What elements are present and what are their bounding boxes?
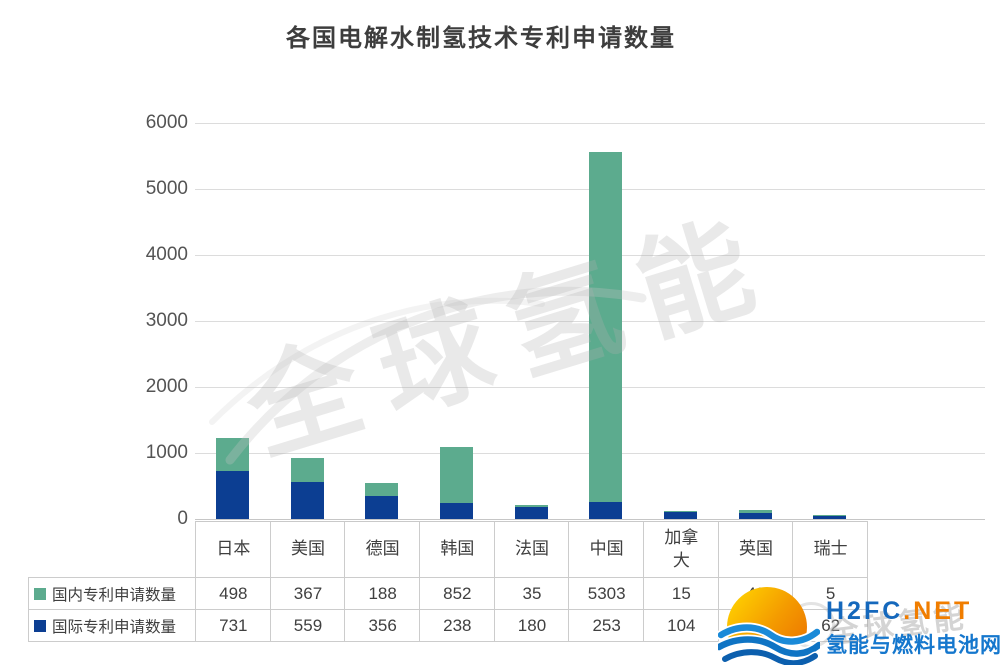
category-cell: 加拿大 xyxy=(643,521,719,577)
category-cell: 英国 xyxy=(717,521,794,577)
logo-tagline: 氢能与燃料电池网 xyxy=(826,634,1000,657)
table-bottom-border xyxy=(28,641,868,642)
legend-label: 国内专利申请数量 xyxy=(52,586,177,604)
gridline xyxy=(195,123,985,124)
logo-brand-suffix: .NET xyxy=(903,597,973,625)
logo-text-block: H2FC.NET 氢能与燃料电池网 xyxy=(826,597,1000,666)
watermark-text: 全球氢能 xyxy=(232,196,790,476)
value-cell: 180 xyxy=(493,609,570,641)
sun-waves-icon xyxy=(718,587,820,665)
bar-segment xyxy=(439,447,473,504)
value-cell: 852 xyxy=(419,577,495,609)
legend-label: 国际专利申请数量 xyxy=(52,618,177,636)
y-axis-tick-label: 5000 xyxy=(145,178,188,199)
category-label: 美国 xyxy=(290,539,325,559)
y-axis-tick-label: 1000 xyxy=(145,442,188,463)
value-cell: 559 xyxy=(269,609,346,641)
value-cell: 238 xyxy=(419,609,495,641)
category-label: 日本 xyxy=(216,539,251,559)
legend-row-header: 国内专利申请数量 xyxy=(28,577,196,609)
table-right-border xyxy=(867,521,868,641)
category-cell: 美国 xyxy=(269,521,346,577)
category-label: 中国 xyxy=(589,539,624,559)
category-label: 德国 xyxy=(365,539,400,559)
value-cell: 731 xyxy=(195,609,271,641)
value-cell: 35 xyxy=(493,577,570,609)
value-cell: 5303 xyxy=(568,577,644,609)
category-label: 法国 xyxy=(514,539,549,559)
bar-segment xyxy=(514,507,548,519)
logo-brand: H2FC xyxy=(826,597,904,625)
bar-segment xyxy=(290,482,324,519)
category-cell: 日本 xyxy=(195,521,271,577)
bar-segment xyxy=(589,152,623,503)
category-label: 韩国 xyxy=(440,539,475,559)
y-axis-tick-label: 0 xyxy=(177,508,188,529)
value-cell: 104 xyxy=(643,609,719,641)
y-axis-tick-label: 4000 xyxy=(145,244,188,265)
category-cell: 德国 xyxy=(344,521,420,577)
chart-title: 各国电解水制氢技术专利申请数量 xyxy=(286,25,676,52)
bar-segment xyxy=(439,503,473,519)
bar-segment xyxy=(215,437,249,471)
y-axis-tick-label: 2000 xyxy=(145,376,188,397)
category-label: 英国 xyxy=(738,539,773,559)
bar-segment xyxy=(365,495,399,519)
bar-segment xyxy=(290,457,324,483)
bar-segment xyxy=(663,512,697,519)
category-label: 瑞士 xyxy=(813,539,848,559)
value-cell: 188 xyxy=(344,577,420,609)
bar-segment xyxy=(738,512,772,519)
value-cell: 498 xyxy=(195,577,271,609)
bar-segment xyxy=(813,514,847,516)
value-cell: 15 xyxy=(643,577,719,609)
bar-segment xyxy=(514,504,548,508)
legend-color-swatch xyxy=(34,619,46,632)
y-axis-tick-label: 3000 xyxy=(145,310,188,331)
category-cell: 中国 xyxy=(568,521,644,577)
y-axis-tick-label: 6000 xyxy=(145,112,188,133)
category-cell: 瑞士 xyxy=(792,521,868,577)
category-cell: 韩国 xyxy=(419,521,495,577)
bar-segment xyxy=(215,470,249,519)
h2fc-logo: H2FC.NET 氢能与燃料电池网 xyxy=(718,577,1000,666)
logo-brand-line: H2FC.NET xyxy=(826,597,1000,626)
category-label: 加拿大 xyxy=(664,528,699,570)
bar-segment xyxy=(738,509,772,513)
category-cell: 法国 xyxy=(493,521,570,577)
bar-segment xyxy=(589,502,623,519)
legend-color-swatch xyxy=(34,587,46,600)
gridline xyxy=(195,519,985,520)
value-cell: 367 xyxy=(269,577,346,609)
value-cell: 356 xyxy=(344,609,420,641)
value-cell: 5 xyxy=(792,577,868,609)
value-cell: 253 xyxy=(568,609,644,641)
legend-row-header: 国际专利申请数量 xyxy=(28,609,196,641)
bar-segment xyxy=(813,514,847,519)
bar-segment xyxy=(663,511,697,513)
bar-segment xyxy=(365,483,399,496)
